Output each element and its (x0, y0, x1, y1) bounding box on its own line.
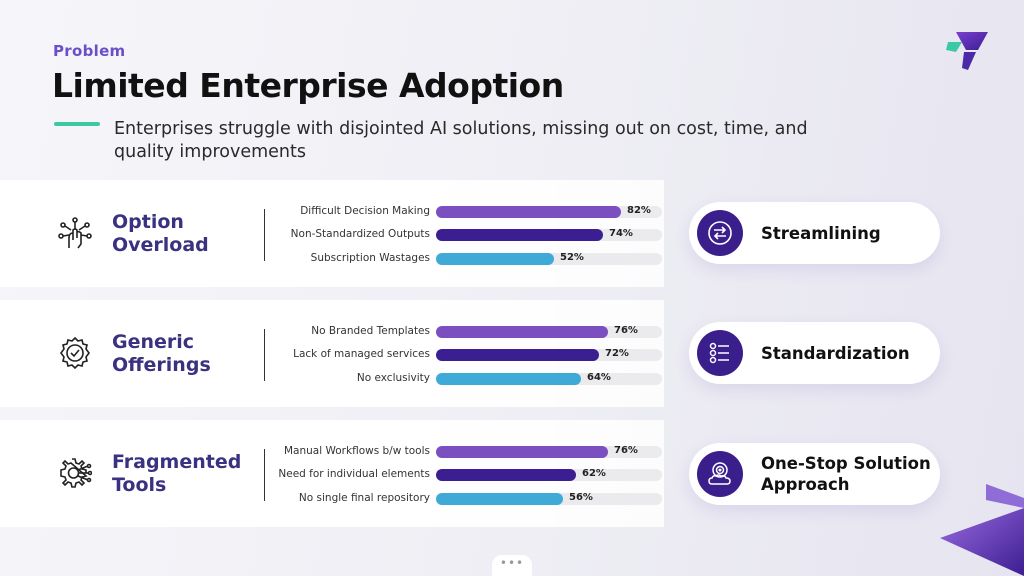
problem-title: Generic Offerings (112, 331, 211, 376)
bar-value-label: 74% (609, 228, 633, 239)
bar (436, 493, 563, 505)
divider (264, 329, 265, 381)
brand-logo-icon (946, 32, 988, 70)
exchange-arrows-icon (708, 221, 732, 245)
bar-value-label: 56% (569, 492, 593, 503)
bar-value-label: 64% (587, 372, 611, 383)
bar-category-label: No Branded Templates (311, 325, 430, 337)
bar-category-label: Lack of managed services (293, 348, 430, 360)
bar-row: No exclusivity 64% (270, 371, 664, 387)
bar-track (436, 326, 662, 338)
gear-check-icon (60, 336, 90, 370)
divider (264, 449, 265, 501)
bar-row: Difficult Decision Making 82% (270, 204, 664, 220)
bar-track (436, 373, 662, 385)
bar-row: No single final repository 56% (270, 491, 664, 507)
pill-badge (697, 210, 743, 256)
eyebrow: Problem (53, 42, 126, 60)
divider (264, 209, 265, 261)
problem-title: Option Overload (112, 211, 209, 256)
network-hand-icon (58, 217, 92, 249)
solution-label: Streamlining (761, 223, 881, 243)
accent-line (54, 122, 100, 126)
corner-triangle-decoration (940, 484, 1024, 576)
pill-badge (697, 330, 743, 376)
bar-row: Need for individual elements 62% (270, 467, 664, 483)
bar-value-label: 72% (605, 348, 629, 359)
pill-badge (697, 451, 743, 497)
bar-category-label: No exclusivity (356, 372, 430, 384)
bar-track (436, 206, 662, 218)
solution-pill-standardization: Standardization (689, 322, 940, 384)
bar (436, 446, 608, 458)
bar-row: No Branded Templates 76% (270, 324, 664, 340)
bar-track (436, 229, 662, 241)
problem-band-generic-offerings: Generic Offerings No Branded Templates 76… (0, 300, 664, 407)
bar-category-label: No single final repository (298, 492, 430, 504)
solution-label: One-Stop Solution Approach (761, 454, 931, 494)
bar-track (436, 446, 662, 458)
bar-track (436, 469, 662, 481)
bar-category-label: Subscription Wastages (310, 252, 430, 264)
bar-value-label: 62% (582, 468, 606, 479)
bar (436, 326, 608, 338)
gear-circuit-icon (60, 458, 92, 488)
bar-row: Non-Standardized Outputs 74% (270, 227, 664, 243)
bar-category-label: Non-Standardized Outputs (290, 228, 430, 240)
bar (436, 253, 554, 265)
subtitle: Enterprises struggle with disjointed AI … (114, 119, 808, 162)
bar-category-label: Manual Workflows b/w tools (284, 445, 430, 457)
bar-track (436, 493, 662, 505)
bar-category-label: Need for individual elements (278, 468, 430, 480)
bar-row: Lack of managed services 72% (270, 347, 664, 363)
problem-band-option-overload: Option Overload Difficult Decision Makin… (0, 180, 664, 287)
page-title: Limited Enterprise Adoption (52, 66, 564, 105)
bar-track (436, 349, 662, 361)
pager-tab[interactable]: ••• (492, 555, 532, 576)
target-cloud-icon (708, 462, 731, 485)
bar-row: Subscription Wastages 52% (270, 251, 664, 267)
solution-pill-streamlining: Streamlining (689, 202, 940, 264)
problem-title: Fragmented Tools (112, 451, 242, 496)
checklist-icon (709, 342, 729, 364)
bar (436, 469, 576, 481)
bar-row: Manual Workflows b/w tools 76% (270, 444, 664, 460)
bar-value-label: 82% (627, 205, 651, 216)
bar (436, 373, 581, 385)
bar (436, 229, 603, 241)
solution-pill-one-stop: One-Stop Solution Approach (689, 443, 940, 505)
bar-value-label: 52% (560, 252, 584, 263)
bar (436, 206, 621, 218)
bar-category-label: Difficult Decision Making (300, 205, 430, 217)
bar (436, 349, 599, 361)
problem-band-fragmented-tools: Fragmented Tools Manual Workflows b/w to… (0, 420, 664, 527)
bar-value-label: 76% (614, 325, 638, 336)
bar-track (436, 253, 662, 265)
solution-label: Standardization (761, 343, 910, 363)
bar-value-label: 76% (614, 445, 638, 456)
